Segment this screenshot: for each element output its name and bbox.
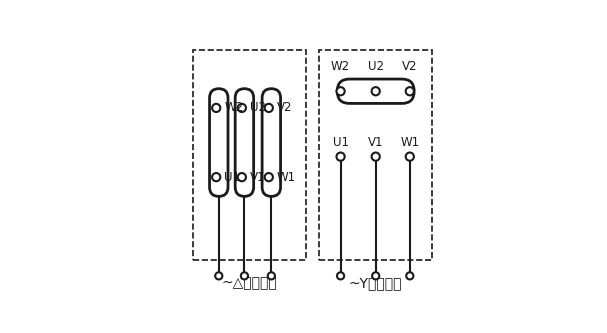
Text: W2: W2 — [225, 102, 243, 115]
Circle shape — [336, 153, 345, 161]
Text: V1: V1 — [368, 136, 384, 149]
Circle shape — [371, 153, 380, 161]
Circle shape — [405, 153, 414, 161]
Circle shape — [265, 173, 273, 181]
Circle shape — [372, 272, 379, 279]
Text: U2: U2 — [368, 60, 384, 73]
FancyBboxPatch shape — [209, 89, 228, 196]
Circle shape — [406, 272, 413, 279]
Circle shape — [215, 272, 222, 279]
Circle shape — [265, 104, 273, 112]
Text: V1: V1 — [250, 170, 265, 183]
Circle shape — [241, 272, 248, 279]
Text: V2: V2 — [277, 102, 293, 115]
Text: V2: V2 — [402, 60, 418, 73]
Circle shape — [405, 87, 414, 95]
Text: W1: W1 — [400, 136, 419, 149]
Text: U1: U1 — [225, 170, 240, 183]
Text: ~Y形接线法: ~Y形接线法 — [348, 276, 402, 291]
Circle shape — [337, 272, 344, 279]
FancyBboxPatch shape — [337, 79, 414, 104]
Circle shape — [238, 173, 246, 181]
FancyBboxPatch shape — [262, 89, 280, 196]
Circle shape — [238, 104, 246, 112]
Text: U2: U2 — [250, 102, 266, 115]
Circle shape — [336, 87, 345, 95]
Circle shape — [268, 272, 275, 279]
Circle shape — [371, 87, 380, 95]
Circle shape — [212, 104, 220, 112]
Circle shape — [212, 173, 220, 181]
Text: U1: U1 — [333, 136, 348, 149]
Text: ~△形接线法: ~△形接线法 — [222, 276, 277, 291]
Text: W2: W2 — [331, 60, 350, 73]
Text: W1: W1 — [277, 170, 296, 183]
FancyBboxPatch shape — [235, 89, 254, 196]
